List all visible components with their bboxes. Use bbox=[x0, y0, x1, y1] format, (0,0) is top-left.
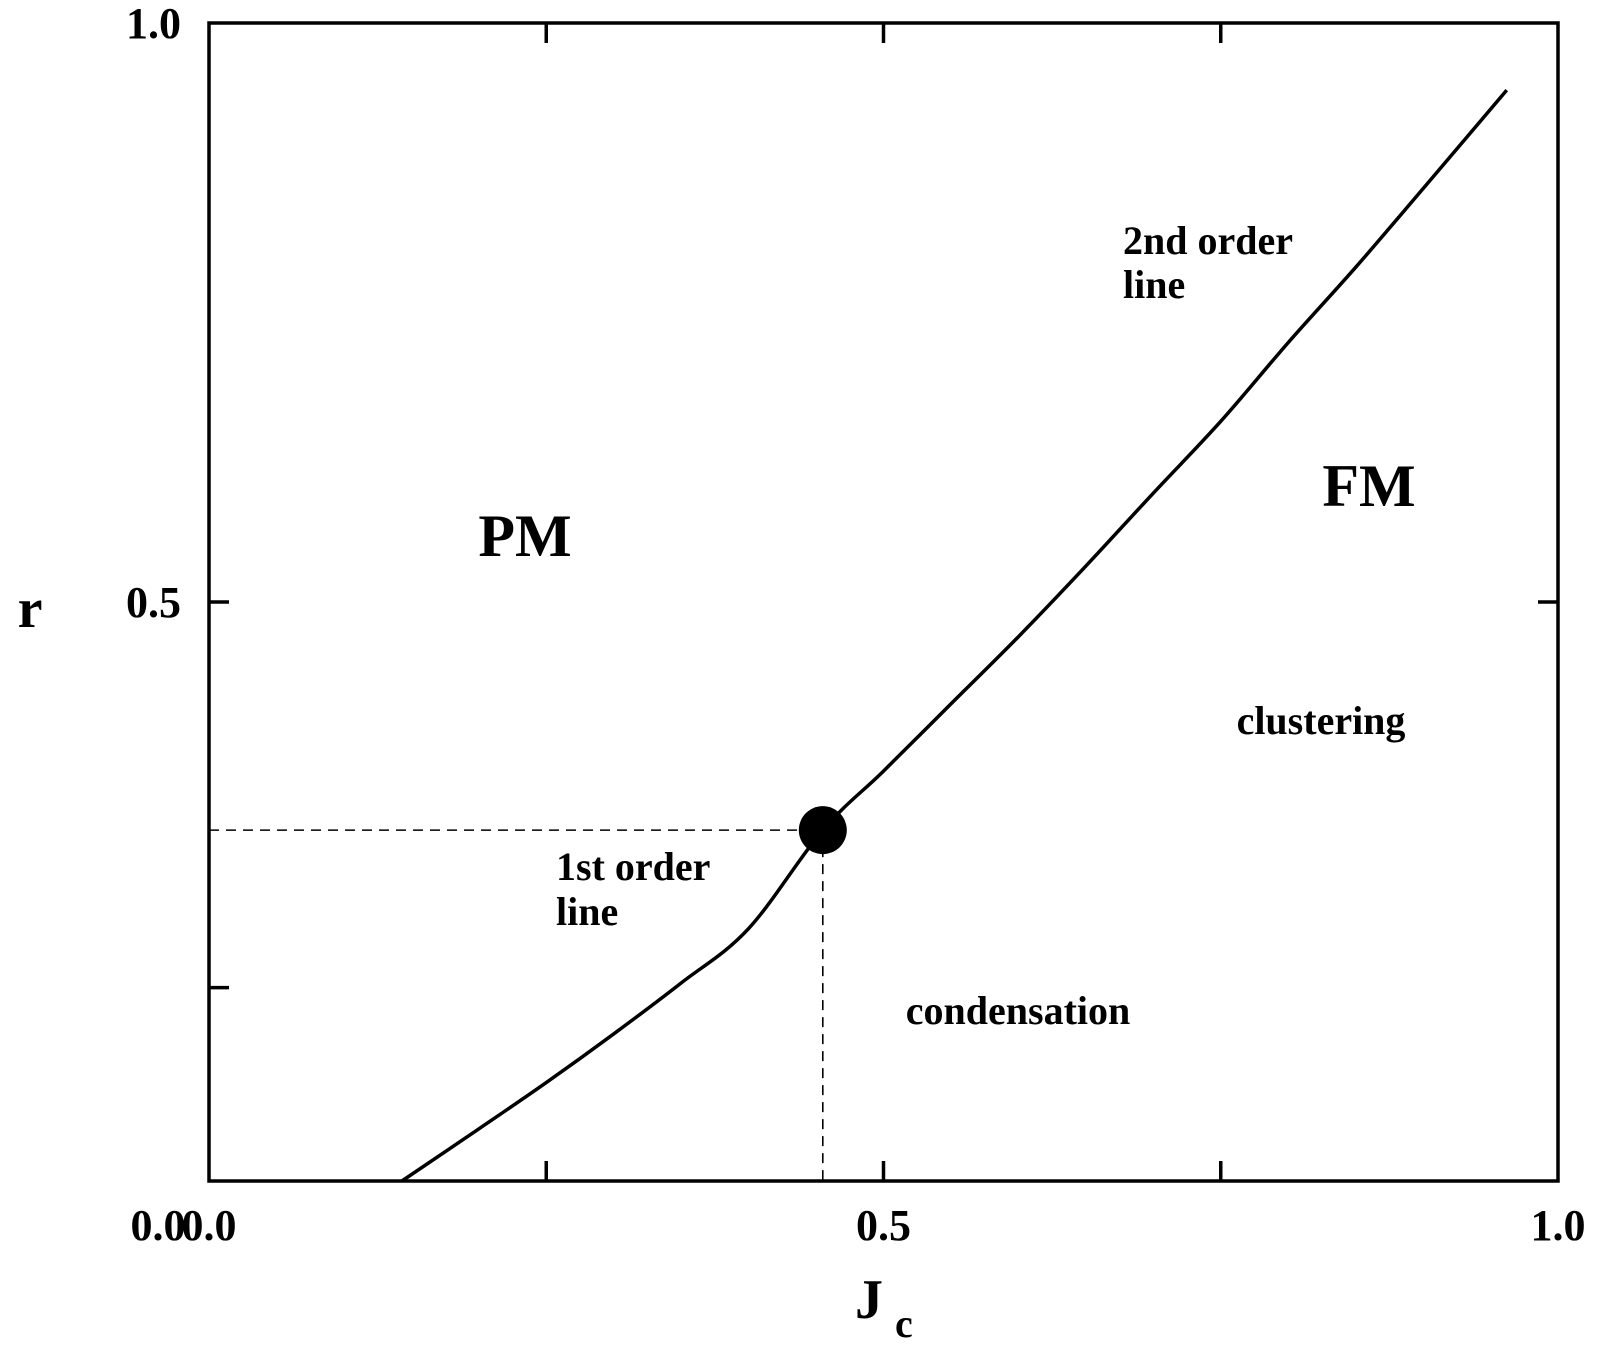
axis-ticks bbox=[209, 23, 1558, 1181]
annotation-2nd-order: 2nd order bbox=[1123, 218, 1293, 263]
annotation-2nd-order-line: line bbox=[1123, 262, 1185, 307]
plot-frame bbox=[207, 21, 1560, 1183]
annotation-condensation: condensation bbox=[906, 988, 1131, 1033]
phase-boundary-line bbox=[400, 89, 1509, 1183]
annotation-1st-order-line: line bbox=[556, 889, 618, 934]
x-tick-label: 0.0 bbox=[182, 1201, 237, 1250]
phase-boundary-series bbox=[400, 89, 1509, 1183]
annotation-clustering: clustering bbox=[1237, 698, 1406, 743]
critical-point-guides bbox=[209, 829, 824, 1181]
tick-labels: 0.0 0.5 1.0 0.0 0.5 1.0 bbox=[126, 0, 1586, 1250]
y-tick-label: 0.5 bbox=[126, 578, 181, 627]
x-tick-label: 1.0 bbox=[1531, 1201, 1586, 1250]
y-tick-label: 1.0 bbox=[126, 0, 181, 48]
phase-label-pm: PM bbox=[478, 503, 571, 569]
phase-label-fm: FM bbox=[1322, 453, 1415, 519]
critical-point-marker bbox=[798, 806, 847, 855]
y-axis-label: r bbox=[18, 578, 43, 640]
annotation-1st-order: 1st order bbox=[556, 844, 710, 889]
x-axis-label-subscript: c bbox=[895, 1301, 913, 1346]
x-tick-label: 0.5 bbox=[856, 1201, 911, 1250]
x-axis-label: J bbox=[855, 1269, 883, 1331]
y-tick-label: 0.0 bbox=[131, 1201, 186, 1250]
